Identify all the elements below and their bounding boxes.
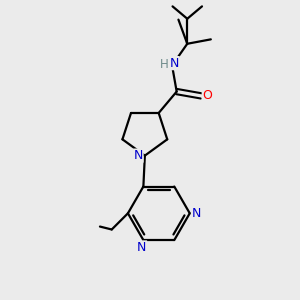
Text: N: N [137,241,147,254]
Text: O: O [202,89,212,102]
Text: H: H [160,58,168,70]
Text: N: N [134,149,143,162]
Text: N: N [191,207,201,220]
Text: N: N [170,57,179,70]
